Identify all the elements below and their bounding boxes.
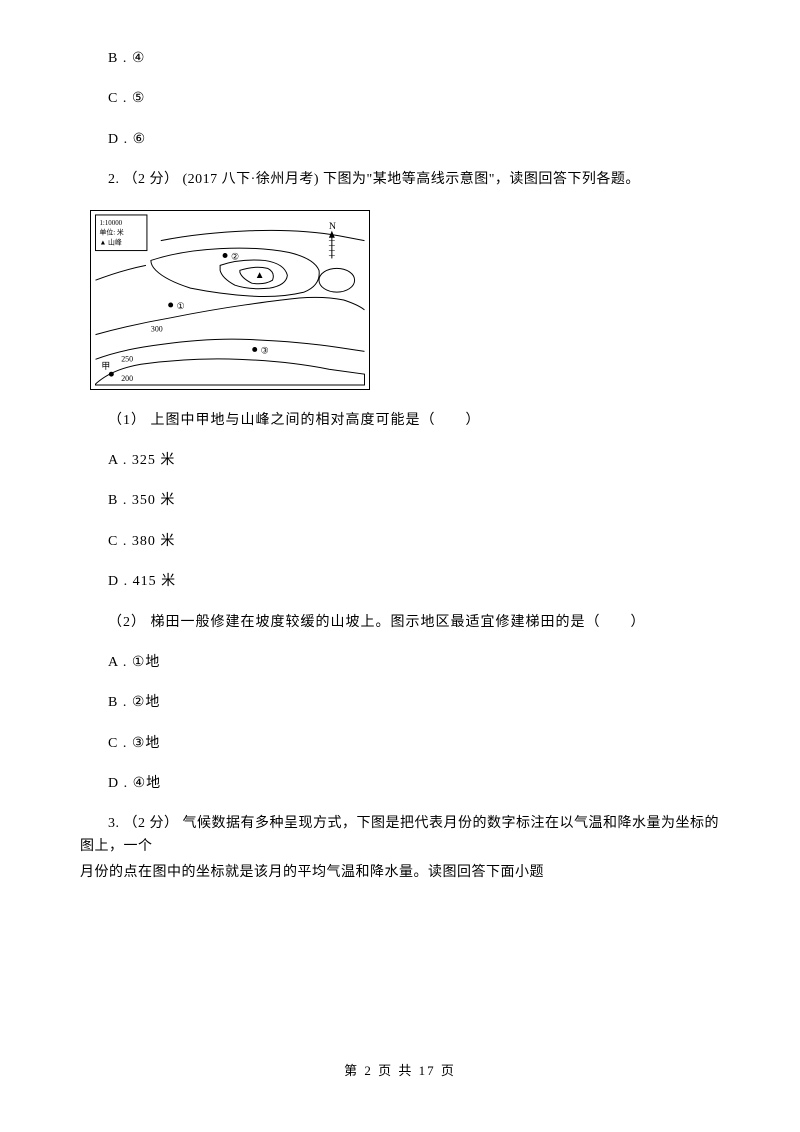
q2-sub2-a: A . ①地 bbox=[80, 652, 720, 674]
q2-sub1-d: D . 415 米 bbox=[80, 571, 720, 593]
peak-legend: ▲ 山峰 bbox=[99, 237, 121, 246]
q3-stem-line1: 3. （2 分） 气候数据有多种呈现方式，下图是把代表月份的数字标注在以气温和降… bbox=[80, 813, 720, 858]
q2-sub2-d: D . ④地 bbox=[80, 773, 720, 795]
q2-sub2-b: B . ②地 bbox=[80, 692, 720, 714]
svg-text:300: 300 bbox=[151, 324, 163, 333]
q2-sub2-stem: （2） 梯田一般修建在坡度较缓的山坡上。图示地区最适宜修建梯田的是（ ） bbox=[80, 612, 720, 634]
svg-text:▲: ▲ bbox=[255, 270, 265, 281]
contour-diagram: 1:10000 单位: 米 ▲ 山峰 N 200 250 300 ▲ bbox=[90, 210, 370, 390]
svg-text:200: 200 bbox=[121, 374, 133, 383]
svg-text:①: ① bbox=[177, 300, 185, 310]
option-c: C . ⑤ bbox=[80, 88, 720, 110]
q2-sub1-b: B . 350 米 bbox=[80, 490, 720, 512]
q2-sub1-stem: （1） 上图中甲地与山峰之间的相对高度可能是（ ） bbox=[80, 410, 720, 432]
option-b: B . ④ bbox=[80, 48, 720, 70]
svg-text:250: 250 bbox=[121, 354, 133, 363]
q3-stem-line2: 月份的点在图中的坐标就是该月的平均气温和降水量。读图回答下面小题 bbox=[80, 862, 720, 884]
unit-text: 单位: 米 bbox=[99, 227, 123, 236]
option-d: D . ⑥ bbox=[80, 129, 720, 151]
svg-text:甲: 甲 bbox=[101, 361, 110, 371]
page-footer: 第 2 页 共 17 页 bbox=[0, 1061, 800, 1082]
north-label: N bbox=[329, 220, 336, 231]
svg-text:②: ② bbox=[231, 251, 239, 261]
q2-sub2-c: C . ③地 bbox=[80, 733, 720, 755]
q2-sub1-c: C . 380 米 bbox=[80, 531, 720, 553]
q2-stem: 2. （2 分） (2017 八下·徐州月考) 下图为"某地等高线示意图"，读图… bbox=[80, 169, 720, 191]
svg-text:③: ③ bbox=[261, 345, 269, 355]
scale-text: 1:10000 bbox=[99, 219, 122, 226]
q2-sub1-a: A . 325 米 bbox=[80, 450, 720, 472]
